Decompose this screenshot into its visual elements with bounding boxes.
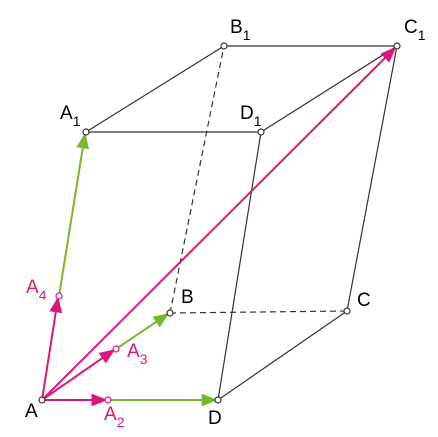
label-part: A xyxy=(104,404,117,425)
label-part: 2 xyxy=(117,414,125,430)
label-part: 1 xyxy=(73,113,81,129)
point xyxy=(82,128,90,136)
point xyxy=(104,396,112,404)
point-label: A2 xyxy=(104,404,125,430)
label-part: D xyxy=(208,408,222,429)
edge xyxy=(217,131,262,401)
label-part: 1 xyxy=(254,113,262,129)
label-part: A xyxy=(60,103,73,124)
edge xyxy=(346,45,398,312)
labels: A B C D A1 B1 C1 D1 A2 A3 A4 xyxy=(25,17,426,430)
vertex-label: B xyxy=(181,287,194,308)
point xyxy=(393,42,401,50)
edge xyxy=(85,45,225,133)
points xyxy=(38,42,401,404)
label-part: 1 xyxy=(418,27,426,43)
point-label: A4 xyxy=(26,277,47,303)
point xyxy=(220,42,228,50)
point xyxy=(38,396,46,404)
edge xyxy=(217,310,348,401)
vertex-label: C xyxy=(357,290,371,311)
vertex-label: D1 xyxy=(240,103,262,129)
point xyxy=(214,396,222,404)
label-part: 1 xyxy=(243,27,251,43)
hidden-edge xyxy=(169,45,225,314)
green-vector xyxy=(58,132,90,297)
pink-vector xyxy=(41,349,116,401)
point xyxy=(166,309,174,317)
green-vector xyxy=(115,313,170,350)
label-part: 4 xyxy=(39,287,47,303)
label-part: A xyxy=(26,277,39,298)
label-part: A xyxy=(127,341,140,362)
vectors xyxy=(41,46,397,407)
pink-vector xyxy=(41,46,397,401)
label-part: 3 xyxy=(140,351,148,367)
pink-vector xyxy=(41,296,63,401)
point xyxy=(112,345,120,353)
label-part: B xyxy=(230,17,243,38)
point-label: A3 xyxy=(127,341,148,367)
edge xyxy=(260,45,398,133)
label-part: B xyxy=(181,287,194,308)
vertex-label: A1 xyxy=(60,103,81,129)
vertex-label: C1 xyxy=(404,17,426,43)
vertex-label: D xyxy=(208,408,222,429)
vertex-label: B1 xyxy=(230,17,251,43)
hidden-edge xyxy=(169,310,348,314)
label-part: A xyxy=(25,401,38,422)
label-part: C xyxy=(357,290,371,311)
point xyxy=(257,128,265,136)
label-part: C xyxy=(404,17,418,38)
point xyxy=(343,307,351,315)
vertex-label: A xyxy=(25,401,38,422)
edges xyxy=(85,45,398,401)
label-part: D xyxy=(240,103,254,124)
point xyxy=(55,292,63,300)
